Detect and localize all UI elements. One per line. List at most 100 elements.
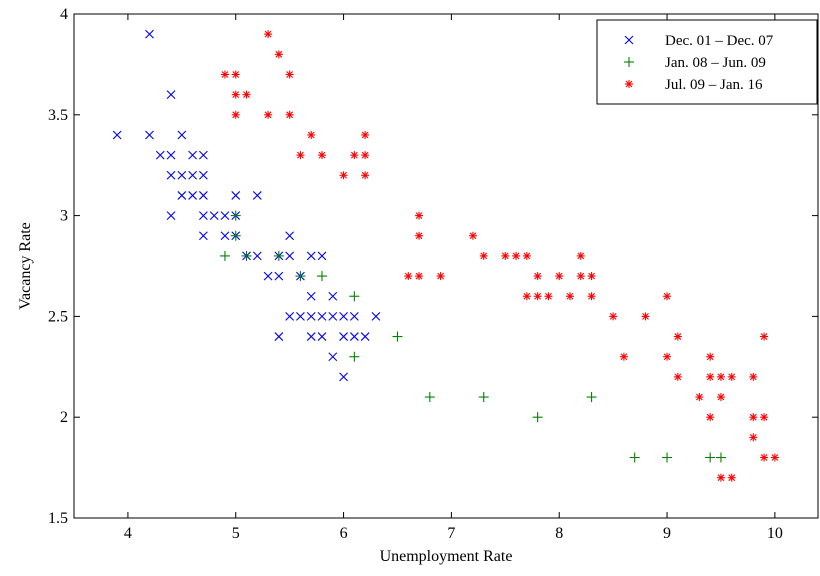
data-point (760, 453, 769, 462)
data-point (177, 130, 187, 140)
data-point (177, 191, 187, 200)
data-point (586, 392, 597, 403)
data-point (663, 292, 672, 301)
legend-marker-plus-icon (624, 57, 634, 67)
x-tick-label: 5 (232, 525, 240, 542)
data-point (199, 231, 208, 241)
plot-frame (73, 13, 819, 519)
x-tick-label: 10 (767, 525, 783, 542)
x-tick-label: 8 (555, 525, 563, 542)
data-point (555, 272, 564, 281)
legend-label: Jul. 09 – Jan. 16 (665, 77, 763, 93)
data-point (231, 70, 240, 79)
data-point (576, 251, 585, 260)
data-point (716, 473, 725, 482)
series-2 (220, 30, 779, 482)
data-point (663, 352, 672, 361)
data-point (264, 30, 273, 39)
data-point (662, 452, 673, 463)
data-point (328, 312, 338, 321)
data-point (706, 413, 715, 422)
data-point (349, 351, 360, 362)
data-point (328, 291, 338, 301)
data-point (392, 331, 403, 342)
data-point (706, 352, 715, 361)
data-point (673, 372, 682, 381)
data-point (177, 170, 187, 180)
data-point (296, 151, 305, 160)
data-point (715, 452, 726, 463)
legend-marker-glyph (624, 35, 634, 45)
y-tick-label: 2.5 (48, 308, 68, 325)
data-point (339, 171, 348, 180)
data-point (629, 452, 640, 463)
y-axis-label: Vacancy Rate (17, 222, 34, 310)
data-point (350, 151, 359, 160)
data-point (609, 312, 618, 321)
data-point (415, 231, 424, 240)
data-point (230, 230, 241, 241)
data-point (727, 372, 736, 381)
data-point (199, 150, 208, 160)
x-tick-label: 7 (447, 525, 455, 542)
data-point (220, 231, 230, 241)
legend-marker-asterisk-icon (625, 80, 633, 88)
data-point (220, 70, 229, 79)
y-tick-label: 2 (60, 409, 68, 426)
data-point (112, 130, 122, 140)
data-point (306, 251, 316, 261)
data-point (145, 29, 154, 39)
data-point (706, 372, 715, 381)
data-point (533, 272, 542, 281)
data-point (166, 150, 176, 160)
data-point (230, 210, 241, 221)
data-point (349, 332, 359, 341)
data-point (544, 292, 553, 301)
data-point (468, 231, 477, 240)
data-point (318, 151, 326, 160)
x-tick-label: 9 (663, 525, 671, 542)
data-point (576, 272, 585, 281)
data-point (188, 191, 197, 200)
data-point (339, 312, 348, 321)
data-point (705, 452, 716, 463)
data-point (263, 271, 273, 281)
data-point (264, 110, 273, 119)
data-point (252, 191, 262, 200)
data-point (166, 211, 176, 220)
data-point (587, 292, 596, 301)
data-point (306, 291, 316, 301)
data-point (285, 70, 294, 79)
y-tick-label: 4 (60, 6, 68, 23)
data-point (199, 170, 208, 180)
data-point (532, 412, 543, 423)
data-point (360, 332, 370, 341)
legend-label: Dec. 01 – Dec. 07 (665, 33, 774, 49)
data-point (307, 130, 316, 139)
data-point (533, 292, 542, 301)
data-point (231, 90, 240, 99)
data-point (749, 433, 758, 442)
legend-label: Jan. 08 – Jun. 09 (665, 55, 766, 71)
data-point (512, 251, 521, 260)
legend-entry-jul09-jan16: Jul. 09 – Jan. 16 (625, 77, 763, 93)
data-point (371, 312, 381, 321)
data-point (285, 231, 295, 241)
data-point (479, 251, 488, 260)
series-0 (112, 29, 381, 382)
data-point (501, 251, 510, 260)
data-point (361, 151, 370, 160)
data-point (566, 292, 574, 301)
y-tick-label: 1.5 (48, 510, 68, 527)
data-point (339, 372, 348, 382)
data-point (188, 150, 197, 160)
legend: Dec. 01 – Dec. 07 Jan. 08 – Jun. 09 Jul.… (596, 19, 818, 105)
data-point (716, 393, 725, 402)
data-point (349, 291, 360, 302)
data-point (349, 312, 359, 321)
data-point (155, 150, 165, 160)
data-point (770, 453, 779, 462)
data-point (404, 272, 413, 281)
data-point (273, 250, 284, 261)
